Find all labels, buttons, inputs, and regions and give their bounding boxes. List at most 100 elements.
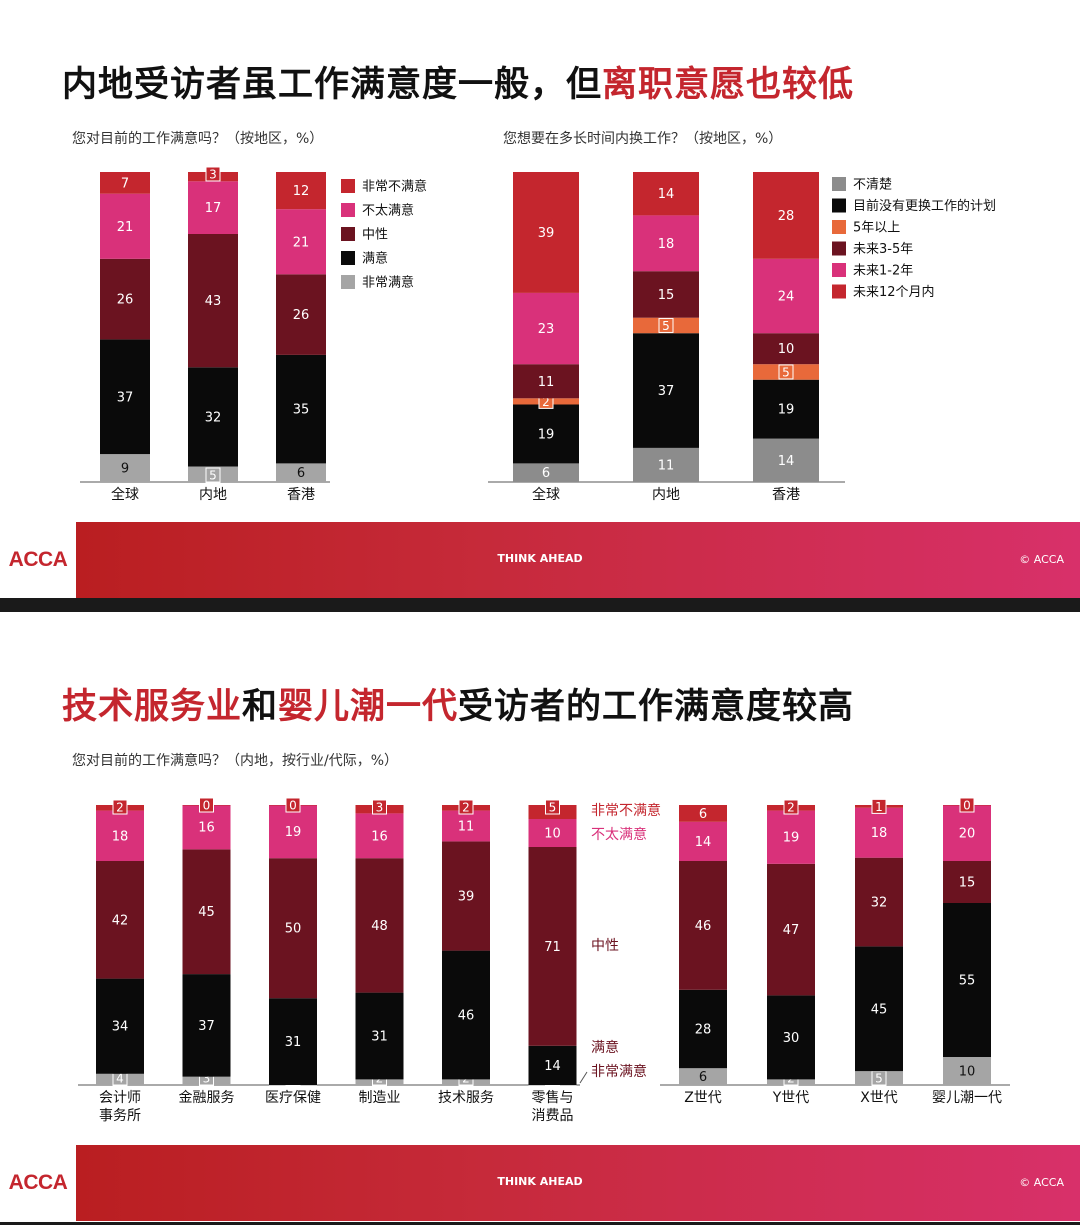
data-label-box <box>112 799 128 815</box>
data-label-box <box>205 166 221 182</box>
footer-copyright: © ACCA <box>1019 1176 1064 1189</box>
slide-1-title: 内地受访者虽工作满意度一般，但离职意愿也较低 <box>62 56 854 107</box>
category-label: 消费品 <box>532 1108 574 1124</box>
bar-segment <box>679 805 727 822</box>
legend-entry: 未来1-2年 <box>853 264 913 279</box>
legend-swatch <box>341 179 355 193</box>
bar-segment <box>182 849 231 975</box>
bar-segment <box>513 364 579 399</box>
data-label: 0 <box>203 799 211 813</box>
bar-segment <box>96 810 144 861</box>
legend-swatch <box>341 275 355 289</box>
bar-segment <box>513 292 579 365</box>
bar-segment <box>753 438 819 482</box>
data-label: 2 <box>462 801 470 815</box>
bar-segment <box>679 989 727 1069</box>
data-label: 19 <box>538 427 555 442</box>
data-label: 9 <box>121 462 129 477</box>
bar-segment <box>276 354 326 464</box>
bar-segment <box>767 863 815 996</box>
bar-segment <box>188 234 238 368</box>
bar-segment <box>633 447 699 482</box>
category-label: 婴儿潮一代 <box>932 1090 1002 1106</box>
data-label: 18 <box>871 826 888 841</box>
bar-segment <box>100 258 150 340</box>
legend-swatch <box>832 177 846 191</box>
footer-tagline: THINK AHEAD <box>497 1175 583 1188</box>
bar-segment <box>269 805 317 859</box>
data-label-box <box>372 799 387 815</box>
category-label: 会计师 <box>99 1090 141 1106</box>
data-label: 19 <box>285 825 302 840</box>
bar-segment <box>753 172 819 259</box>
chart-3-subtitle: 您对目前的工作满意吗？（内地，按行业/代际，%） <box>72 753 399 769</box>
data-label: 35 <box>293 403 310 418</box>
bar-segment <box>355 858 404 993</box>
data-label: 7 <box>121 176 129 191</box>
data-label: 11 <box>658 458 675 473</box>
bar-segment <box>100 193 150 259</box>
data-label-box <box>545 799 560 815</box>
bar-segment <box>767 995 815 1080</box>
bar-segment <box>767 810 815 864</box>
slide-2-title: 技术服务业和婴儿潮一代受访者的工作满意度较高 <box>62 678 854 729</box>
data-label: 10 <box>544 827 561 842</box>
title-highlight-1: 技术服务业 <box>62 687 243 727</box>
legend-entry: 未来12个月内 <box>853 284 935 300</box>
bar-segment <box>355 813 404 859</box>
data-label: 39 <box>538 226 555 241</box>
bar-segment <box>753 258 819 334</box>
legend-entry: 目前没有更换工作的计划 <box>853 198 996 214</box>
data-label: 19 <box>783 831 800 846</box>
data-label: 24 <box>778 290 795 305</box>
data-label: 37 <box>658 384 675 399</box>
bar-segment <box>355 992 404 1080</box>
data-label: 39 <box>458 890 475 905</box>
inline-series-label: 不太满意 <box>591 826 647 843</box>
data-label: 5 <box>549 801 557 815</box>
data-label: 2 <box>116 801 124 815</box>
data-label: 0 <box>289 799 297 813</box>
legend-entry: 不清楚 <box>853 178 892 193</box>
data-label: 28 <box>778 209 795 224</box>
data-label: 30 <box>783 1031 800 1046</box>
category-label: X世代 <box>860 1090 898 1106</box>
data-label: 31 <box>285 1035 302 1050</box>
category-label: 技术服务 <box>438 1090 494 1106</box>
legend-swatch <box>341 227 355 241</box>
legend-entry: 不太满意 <box>362 203 414 219</box>
bar-segment <box>513 172 579 293</box>
data-label-box <box>458 799 474 815</box>
bar-segment <box>182 974 231 1077</box>
slide-2-footer: ACCA THINK AHEAD © ACCA <box>0 1145 1080 1221</box>
bar-segment <box>633 333 699 448</box>
bar-segment <box>855 807 903 858</box>
data-label: 5 <box>782 365 790 379</box>
data-label: 12 <box>293 184 310 199</box>
data-label: 42 <box>112 913 129 928</box>
legend-swatch <box>832 284 846 299</box>
bar-segment <box>96 978 144 1074</box>
data-label: 6 <box>542 466 550 481</box>
data-label: 5 <box>662 319 670 333</box>
inline-series-label: 非常不满意 <box>591 802 661 819</box>
bar-segment <box>753 333 819 365</box>
slide-1-footer: ACCA THINK AHEAD © ACCA <box>0 522 1080 598</box>
label-leader-line <box>579 1071 588 1084</box>
category-label: 金融服务 <box>179 1090 235 1106</box>
category-label: 制造业 <box>359 1090 401 1106</box>
data-label: 45 <box>198 905 215 920</box>
title-part: 内地受访者虽工作满意度一般，但 <box>62 65 603 105</box>
legend-entry: 非常满意 <box>362 275 414 291</box>
bar-segment <box>100 339 150 455</box>
data-label: 1 <box>875 800 883 814</box>
slide-2-charts: 43442182会计师事务所33745160金融服务03150190医疗保健23… <box>78 797 1010 1124</box>
bar-segment <box>679 821 727 861</box>
data-label: 23 <box>538 322 555 337</box>
title-highlight: 离职意愿也较低 <box>602 65 855 105</box>
data-label: 28 <box>695 1023 712 1038</box>
data-label: 15 <box>658 288 675 303</box>
chart-1-subtitle: 您对目前的工作满意吗？（按地区，%） <box>72 131 324 147</box>
data-label-box <box>199 797 214 813</box>
category-label: Z世代 <box>684 1090 722 1106</box>
